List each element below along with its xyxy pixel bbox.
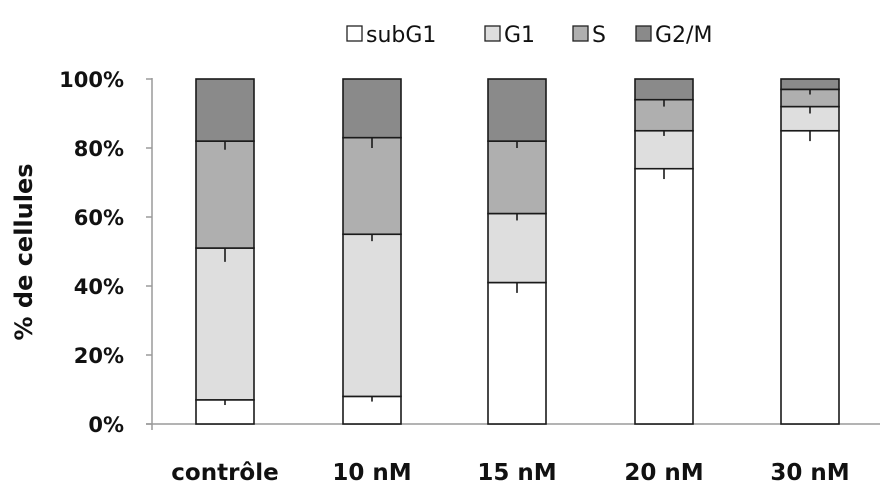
x-tick-label-20-nm: 20 nM: [624, 460, 703, 486]
y-tick-label: 100%: [59, 68, 124, 92]
bar-subg1-20-nm: [634, 167, 694, 425]
bar-g1-10-nm: [342, 233, 402, 398]
x-tick-label-contr-le: contrôle: [171, 460, 278, 486]
bar-g2-m-30-nm: [780, 78, 840, 91]
x-tick-label-15-nm: 15 nM: [477, 460, 556, 486]
bar-s-contr-le: [195, 140, 255, 249]
bar-g1-contr-le: [195, 247, 255, 401]
bar-g1-15-nm: [487, 212, 547, 284]
bar-subg1-10-nm: [342, 395, 402, 425]
bar-g2-m-contr-le: [195, 78, 255, 142]
x-tick-label-30-nm: 30 nM: [770, 460, 849, 486]
bar-s-10-nm: [342, 136, 402, 236]
y-tick-labels: 0% 20% 40% 60% 80% 100%: [59, 68, 152, 437]
bar-subg1-15-nm: [487, 281, 547, 425]
bar-g1-20-nm: [634, 129, 694, 170]
x-tick-labels: contrôle 10 nM 15 nM 20 nM 30 nM: [171, 460, 849, 486]
legend-label-g1: G1: [504, 23, 535, 48]
bar-subg1-30-nm: [780, 129, 840, 425]
bar-g2-m-10-nm: [342, 78, 402, 139]
legend-label-s: S: [592, 23, 606, 48]
legend-swatch-g1: [484, 25, 501, 42]
y-tick-label: 20%: [74, 344, 124, 368]
bar-g2-m-20-nm: [634, 78, 694, 101]
y-tick-label: 80%: [74, 137, 124, 161]
y-axis-label: % de cellules: [10, 163, 38, 340]
bar-g2-m-15-nm: [487, 78, 547, 142]
bar-s-15-nm: [487, 140, 547, 215]
y-tick-label: 40%: [74, 275, 124, 299]
legend: subG1 G1 S G2/M: [346, 23, 712, 48]
x-tick-label-10-nm: 10 nM: [332, 460, 411, 486]
legend-label-g2-m: G2/M: [655, 23, 712, 48]
legend-swatch-subg1: [346, 25, 363, 42]
legend-swatch-s: [572, 25, 589, 42]
y-tick-label: 0%: [88, 413, 124, 437]
bars: [195, 78, 840, 425]
y-tick-label: 60%: [74, 206, 124, 230]
legend-swatch-g2-m: [635, 25, 652, 42]
legend-label-subg1: subG1: [366, 23, 436, 48]
